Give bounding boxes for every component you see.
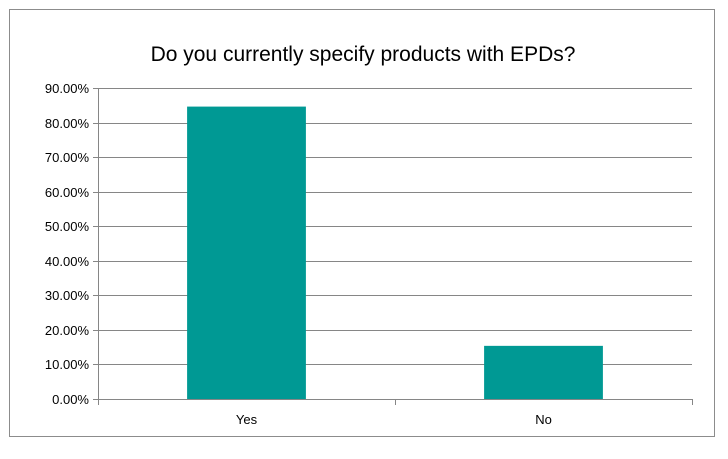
- y-tick-label: 50.00%: [45, 219, 90, 234]
- y-tick-label: 20.00%: [45, 323, 90, 338]
- y-tick-label: 70.00%: [45, 150, 90, 165]
- y-tick-label: 30.00%: [45, 288, 90, 303]
- y-tick-label: 40.00%: [45, 254, 90, 269]
- chart-title: Do you currently specify products with E…: [151, 43, 576, 66]
- axes: [93, 88, 693, 405]
- y-axis-tick-labels: 0.00% 10.00% 20.00% 30.00% 40.00% 50.00% 60.00…: [45, 81, 90, 407]
- bar-no: [484, 345, 603, 399]
- bars: [187, 106, 603, 400]
- y-tick-label: 0.00%: [52, 392, 89, 407]
- chart-area: Do you currently specify products with E…: [9, 9, 715, 437]
- y-tick-label: 10.00%: [45, 357, 90, 372]
- bar-yes: [187, 106, 306, 400]
- bar-chart: Do you currently specify products with E…: [45, 43, 693, 427]
- y-tick-label: 60.00%: [45, 185, 90, 200]
- y-tick-label: 90.00%: [45, 81, 90, 96]
- x-tick-label: No: [535, 412, 552, 427]
- x-tick-label: Yes: [236, 412, 258, 427]
- y-tick-label: 80.00%: [45, 116, 90, 131]
- x-axis-tick-labels: Yes No: [236, 412, 552, 427]
